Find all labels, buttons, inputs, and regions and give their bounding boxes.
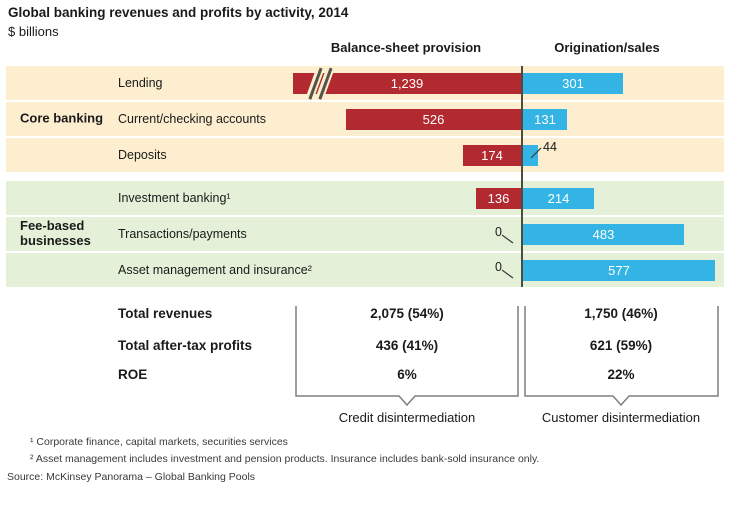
row-label-lending: Lending <box>118 76 163 90</box>
summary-after-tax-profits-balance-sheet: 436 (41%) <box>375 338 439 353</box>
bar-value-deposits-balance-sheet: 174 <box>481 148 503 163</box>
summary-roe-balance-sheet: 6% <box>397 367 417 382</box>
summary-label-total-revenues: Total revenues <box>118 306 213 321</box>
column-header-origination-sales: Origination/sales <box>554 40 660 55</box>
bar-lending-origination: 301 <box>523 73 623 94</box>
row-label-deposits: Deposits <box>118 148 167 162</box>
summary-total-revenues-balance-sheet: 2,075 (54%) <box>370 306 444 321</box>
bar-value-checking-origination: 131 <box>534 112 556 127</box>
group-label-core-banking: Core banking <box>20 110 104 126</box>
row-label-current-checking-accounts: Current/checking accounts <box>118 112 266 126</box>
group-core-banking: Core banking Lending 1,239 301 Current/c… <box>6 66 724 172</box>
row-label-investment-banking: Investment banking¹ <box>118 191 231 205</box>
central-axis-line <box>521 66 523 287</box>
chart-title: Global banking revenues and profits by a… <box>8 5 349 20</box>
bar-value-deposits-origination: 44 <box>543 140 557 154</box>
bar-value-lending-balance-sheet: 1,239 <box>390 76 424 91</box>
bar-checking-balance-sheet: 526 <box>346 109 521 130</box>
row-label-transactions-payments: Transactions/payments <box>118 227 247 241</box>
bar-investment-banking-balance-sheet: 136 <box>476 188 521 209</box>
bar-lending-balance-sheet: 1,239 <box>293 73 521 94</box>
chart-row-investment-banking: Investment banking¹ 136 214 <box>6 181 724 215</box>
chart-row-lending: Lending 1,239 301 <box>6 66 724 101</box>
group-fee-based-businesses: Fee-based businesses Investment banking¹… <box>6 181 724 287</box>
bracket-label-customer-disintermediation: Customer disintermediation <box>541 410 701 425</box>
bar-deposits-origination <box>523 145 538 166</box>
bar-asset-management-origination: 577 <box>523 260 715 281</box>
row-label-asset-management-insurance: Asset management and insurance² <box>118 263 312 277</box>
bar-value-investment-banking-origination: 214 <box>547 191 570 206</box>
column-header-balance-sheet-provision: Balance-sheet provision <box>330 40 482 55</box>
bar-value-lending-origination: 301 <box>562 76 584 91</box>
summary-label-after-tax-profits: Total after-tax profits <box>118 338 253 353</box>
footnote-2: ² Asset management includes investment a… <box>30 453 540 465</box>
bar-value-transactions-balance-sheet: 0 <box>495 225 502 239</box>
summary-roe-origination: 22% <box>607 367 635 382</box>
footnote-1: ¹ Corporate finance, capital markets, se… <box>30 436 288 448</box>
bar-investment-banking-origination: 214 <box>523 188 594 209</box>
summary-label-roe: ROE <box>118 367 148 382</box>
chart-row-transactions-payments: Transactions/payments 483 <box>6 215 724 251</box>
summary-total-revenues-origination: 1,750 (46%) <box>584 306 658 321</box>
bar-transactions-origination: 483 <box>523 224 684 245</box>
source-line: Source: McKinsey Panorama – Global Banki… <box>7 471 256 483</box>
bar-checking-origination: 131 <box>523 109 567 130</box>
group-label-fee-based-businesses: Fee-based businesses <box>20 218 91 248</box>
bracket-label-credit-disintermediation: Credit disintermediation <box>338 410 476 425</box>
bar-value-asset-management-balance-sheet: 0 <box>495 260 502 274</box>
bar-value-investment-banking-balance-sheet: 136 <box>487 191 510 206</box>
chart-row-asset-management-insurance: Asset management and insurance² 577 <box>6 251 724 287</box>
chart-unit-label: $ billions <box>8 24 59 39</box>
bar-value-checking-balance-sheet: 526 <box>422 112 445 127</box>
summary-after-tax-profits-origination: 621 (59%) <box>589 338 653 353</box>
chart-row-current-checking-accounts: Current/checking accounts 526 131 <box>6 100 724 136</box>
chart-row-deposits: Deposits 174 <box>6 136 724 172</box>
bar-value-transactions-origination: 483 <box>592 227 615 242</box>
bar-deposits-balance-sheet: 174 <box>463 145 521 166</box>
bar-value-asset-management-origination: 577 <box>608 263 630 278</box>
